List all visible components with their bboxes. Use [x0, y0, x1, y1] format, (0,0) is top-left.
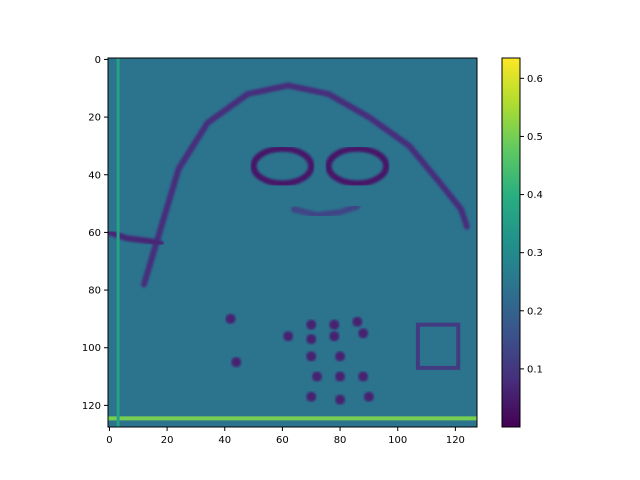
button-dot [363, 391, 374, 402]
left-bright-line [116, 58, 120, 427]
button-dot [335, 351, 346, 362]
mouth [290, 203, 361, 219]
x-tick-label: 20 [161, 435, 174, 446]
heatmap-features [108, 58, 477, 427]
x-tick-label: 80 [334, 435, 347, 446]
button-dot [352, 316, 363, 327]
button-dot [358, 328, 369, 339]
button-dot [335, 371, 346, 382]
y-tick-label: 60 [88, 228, 101, 239]
x-tick-label: 100 [388, 435, 407, 446]
colorbar-tick-label: 0.5 [527, 132, 543, 143]
y-tick-label: 20 [88, 113, 101, 124]
y-tick-label: 40 [88, 170, 101, 181]
x-tick-label: 120 [446, 435, 465, 446]
button-dot [225, 313, 236, 324]
button-dot [306, 391, 317, 402]
y-tick-label: 120 [82, 401, 101, 412]
button-dot [312, 371, 323, 382]
x-tick-label: 40 [218, 435, 231, 446]
button-dot [358, 371, 369, 382]
button-dot [306, 351, 317, 362]
button-dot [329, 319, 340, 330]
bottom-bright-line [108, 416, 477, 421]
colorbar-tick-label: 0.2 [527, 306, 543, 317]
right-lens [325, 145, 390, 187]
y-tick-label: 100 [82, 343, 101, 354]
button-dot [306, 334, 317, 345]
colorbar-tick-label: 0.4 [527, 190, 543, 201]
button-dot [283, 331, 294, 342]
colorbar-gradient [501, 57, 521, 428]
button-dot [329, 331, 340, 342]
button-dot [231, 357, 242, 368]
colorbar-ticks: 0.1 0.2 0.3 0.4 0.5 0.6 [520, 74, 543, 375]
y-tick-label: 80 [88, 286, 101, 297]
x-axis: 0 20 40 60 80 100 120 [106, 427, 465, 446]
head-outline [141, 82, 470, 288]
x-tick-label: 60 [276, 435, 289, 446]
colorbar: 0.1 0.2 0.3 0.4 0.5 0.6 [501, 57, 543, 428]
plot-frame [107, 57, 478, 428]
left-lens [250, 145, 315, 187]
button-grid [225, 313, 374, 405]
colorbar-tick-label: 0.3 [527, 248, 543, 259]
y-tick-label: 0 [95, 55, 101, 66]
x-tick-label: 0 [106, 435, 112, 446]
button-dot [335, 394, 346, 405]
colorbar-tick-label: 0.1 [527, 364, 543, 375]
colorbar-tick-label: 0.6 [527, 74, 543, 85]
heatmap-background [108, 58, 477, 427]
button-dot [306, 319, 317, 330]
y-axis: 0 20 40 60 80 100 120 [82, 55, 108, 412]
heatmap-area [107, 57, 478, 428]
square [415, 322, 461, 370]
